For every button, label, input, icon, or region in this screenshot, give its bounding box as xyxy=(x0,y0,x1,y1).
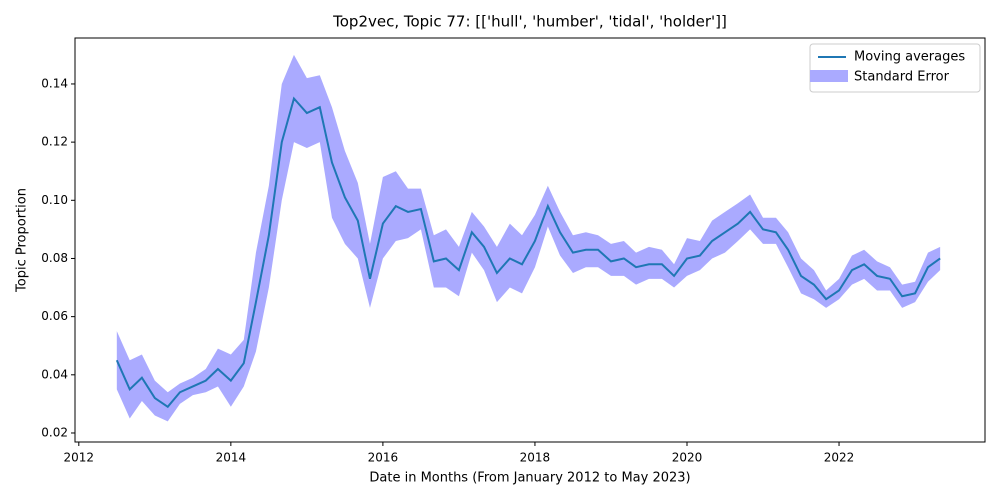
y-tick-label: 0.04 xyxy=(41,367,68,381)
x-tick-label: 2022 xyxy=(824,451,855,465)
x-tick-label: 2016 xyxy=(368,451,399,465)
x-tick-label: 2012 xyxy=(64,451,95,465)
error-band xyxy=(116,54,941,422)
x-tick-label: 2014 xyxy=(216,451,247,465)
y-tick-label: 0.06 xyxy=(41,309,68,323)
legend-box xyxy=(809,43,981,93)
chart-title: Top2vec, Topic 77: [['hull', 'humber', '… xyxy=(332,13,727,31)
y-axis-label: Topic Proportion xyxy=(15,188,30,293)
y-tick-label: 0.08 xyxy=(41,251,68,265)
y-tick-label: 0.14 xyxy=(41,76,68,90)
legend-label: Standard Error xyxy=(854,70,950,85)
y-tick-label: 0.12 xyxy=(41,135,68,149)
y-tick-label: 0.02 xyxy=(41,425,68,439)
x-tick-label: 2018 xyxy=(520,451,551,465)
y-tick-label: 0.10 xyxy=(41,193,68,207)
plot-frame xyxy=(74,37,986,443)
legend-swatch xyxy=(810,70,848,82)
x-axis-label: Date in Months (From January 2012 to May… xyxy=(369,471,690,486)
legend-label: Moving averages xyxy=(854,50,965,65)
x-tick-label: 2020 xyxy=(672,451,703,465)
line xyxy=(115,96,941,409)
